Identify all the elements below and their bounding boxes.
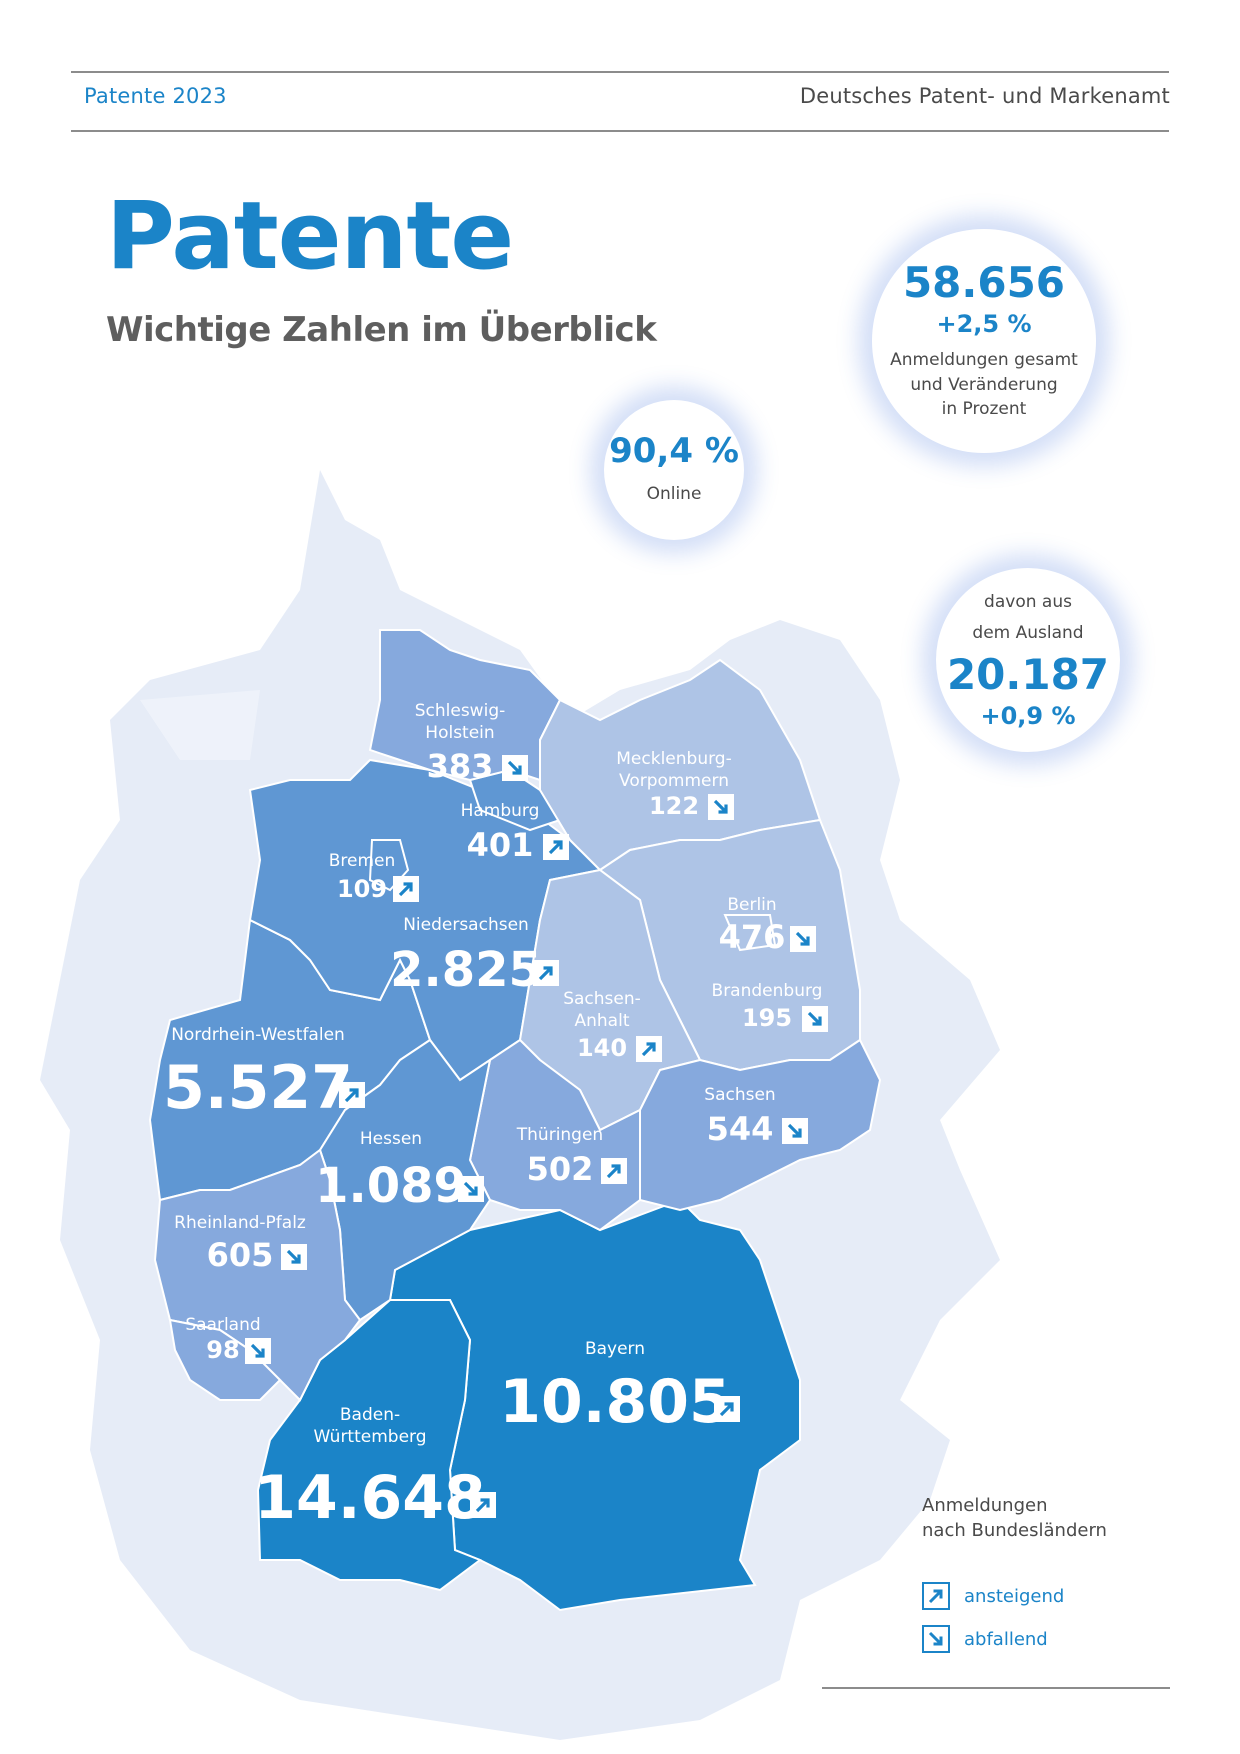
- legend-title: Anmeldungen nach Bundesländern: [922, 1493, 1162, 1543]
- state-name-sn: Sachsen: [704, 1085, 775, 1105]
- state-name-sh-line2: Holstein: [425, 723, 494, 743]
- state-name-mv-line2: Vorpommern: [619, 771, 729, 791]
- state-value-be: 476: [719, 918, 786, 956]
- state-value-sn: 544: [707, 1110, 774, 1148]
- legend-item-falling: abfallend: [922, 1625, 1048, 1653]
- state-name-bb: Brandenburg: [712, 981, 823, 1001]
- total-applications-change: +2,5 %: [936, 310, 1031, 338]
- online-share-label: Online: [647, 482, 702, 507]
- trend-he-icon: [458, 1176, 484, 1202]
- state-value-sl: 98: [206, 1336, 239, 1364]
- state-value-ni: 2.825: [390, 942, 542, 998]
- legend-item-rising: ansteigend: [922, 1582, 1064, 1610]
- state-name-by: Bayern: [585, 1339, 645, 1359]
- state-name-he: Hessen: [360, 1129, 422, 1149]
- footer-rule: [822, 1687, 1170, 1689]
- state-value-th: 502: [527, 1150, 594, 1188]
- state-name-sl: Saarland: [185, 1315, 260, 1335]
- trend-sh-icon: [502, 755, 528, 781]
- state-name-st-line1: Sachsen-: [563, 989, 641, 1009]
- trend-ni-icon: [533, 960, 559, 986]
- state-value-rp: 605: [207, 1236, 274, 1274]
- total-applications-value: 58.656: [903, 260, 1065, 306]
- trend-nw-icon: [339, 1082, 365, 1108]
- state-name-ni: Niedersachsen: [403, 915, 529, 935]
- state-value-nw: 5.527: [163, 1053, 353, 1123]
- state-name-bw-line1: Baden-: [340, 1405, 400, 1425]
- trend-st-icon: [636, 1036, 662, 1062]
- trend-by-icon: [714, 1396, 740, 1422]
- state-value-he: 1.089: [315, 1158, 467, 1214]
- trend-hh-icon: [543, 834, 569, 860]
- total-applications-label-3: in Prozent: [942, 397, 1027, 422]
- foreign-applications-bubble: davon aus dem Ausland 20.187 +0,9 %: [936, 568, 1120, 752]
- state-name-rp: Rheinland-Pfalz: [174, 1213, 306, 1233]
- trend-sn-icon: [782, 1118, 808, 1144]
- trend-bb-icon: [802, 1006, 828, 1032]
- state-name-be: Berlin: [727, 895, 776, 915]
- trend-hb-icon: [393, 876, 419, 902]
- trend-th-icon: [601, 1158, 627, 1184]
- state-value-bw: 14.648: [254, 1463, 486, 1533]
- foreign-applications-label-2: dem Ausland: [972, 621, 1083, 646]
- state-value-sh: 383: [427, 747, 494, 785]
- legend-title-line1: Anmeldungen: [922, 1493, 1162, 1518]
- total-applications-bubble: 58.656 +2,5 % Anmeldungen gesamt und Ver…: [872, 229, 1096, 453]
- state-value-hb: 109: [337, 875, 387, 903]
- online-share-value: 90,4 %: [609, 433, 739, 470]
- foreign-applications-change: +0,9 %: [980, 702, 1075, 730]
- state-name-sh-line1: Schleswig-: [415, 701, 506, 721]
- state-name-bw-line2: Württemberg: [313, 1427, 426, 1447]
- online-share-bubble: 90,4 % Online: [604, 400, 744, 540]
- state-name-hh: Hamburg: [461, 801, 540, 821]
- legend-rising-label: ansteigend: [964, 1586, 1064, 1607]
- state-name-nw: Nordrhein-Westfalen: [171, 1025, 345, 1045]
- state-name-th: Thüringen: [516, 1125, 603, 1145]
- state-value-by: 10.805: [499, 1367, 731, 1437]
- state-name-st-line2: Anhalt: [575, 1011, 630, 1031]
- trend-bw-icon: [470, 1492, 496, 1518]
- legend-falling-label: abfallend: [964, 1629, 1048, 1650]
- state-name-mv-line1: Mecklenburg-: [616, 749, 731, 769]
- arrow-down-right-icon: [922, 1625, 950, 1653]
- total-applications-label-1: Anmeldungen gesamt: [890, 348, 1078, 373]
- trend-be-icon: [790, 926, 816, 952]
- foreign-applications-value: 20.187: [947, 652, 1109, 698]
- state-value-mv: 122: [649, 792, 699, 820]
- state-name-hb: Bremen: [329, 851, 396, 871]
- trend-rp-icon: [281, 1244, 307, 1270]
- trend-sl-icon: [245, 1338, 271, 1364]
- label-nordrhein-westfalen: Nordrhein-Westfalen 5.527: [163, 1025, 365, 1123]
- foreign-applications-label-1: davon aus: [984, 590, 1072, 615]
- arrow-up-right-icon: [922, 1582, 950, 1610]
- legend-title-line2: nach Bundesländern: [922, 1518, 1162, 1543]
- state-value-st: 140: [577, 1034, 627, 1062]
- trend-mv-icon: [708, 794, 734, 820]
- state-value-bb: 195: [742, 1004, 792, 1032]
- state-value-hh: 401: [467, 826, 534, 864]
- total-applications-label-2: und Veränderung: [910, 373, 1057, 398]
